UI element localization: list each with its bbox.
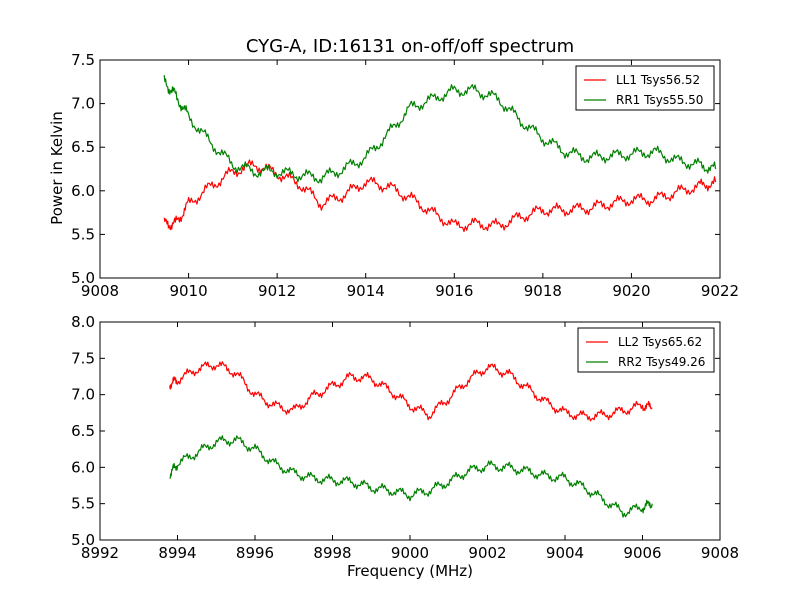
legend-entry: LL1 Tsys56.52 (616, 73, 700, 87)
x-tick-label: 9002 (468, 544, 506, 562)
x-tick-label: 9004 (546, 544, 584, 562)
x-tick-label: 9006 (623, 544, 661, 562)
plot-frame (99, 59, 721, 279)
x-tick-label: 9018 (524, 282, 562, 300)
series-line-2 (169, 435, 653, 518)
legend-entry: RR1 Tsys55.50 (616, 93, 703, 107)
y-axis-label: Power in Kelvin (48, 111, 66, 225)
x-tick-label: 9022 (701, 282, 739, 300)
y-tick-label: 7.5 (71, 51, 95, 69)
series-line-1 (169, 361, 653, 422)
series-line-2 (163, 75, 717, 184)
x-tick-label: 9008 (701, 544, 739, 562)
legend: LL1 Tsys56.52 RR1 Tsys55.50 (575, 65, 715, 111)
x-tick-label: 8996 (236, 544, 274, 562)
legend-box (577, 327, 715, 373)
chart-title: CYG-A, ID:16131 on-off/off spectrum (246, 36, 574, 57)
legend: LL2 Tsys65.62 RR2 Tsys49.26 (577, 327, 715, 373)
x-tick-label: 9012 (258, 282, 296, 300)
x-tick-label: 9016 (435, 282, 473, 300)
y-tick-label: 7.0 (71, 95, 95, 113)
y-tick-label: 5.0 (71, 269, 95, 287)
legend-box (575, 65, 715, 111)
bottom-panel: 8992 8994 8996 8998 9000 9002 9004 9006 9008 5.0 5… (71, 313, 739, 562)
y-tick-label: 5.0 (71, 531, 95, 549)
x-tick-label: 8998 (313, 544, 351, 562)
y-tick-label: 6.5 (71, 138, 95, 156)
top-panel: 9008 9010 9012 9014 9016 9018 9020 9022 5.0 5.5 6.… (71, 51, 739, 300)
legend-entry: RR2 Tsys49.26 (618, 355, 705, 369)
x-tick-label: 9014 (347, 282, 385, 300)
x-tick-label: 9020 (612, 282, 650, 300)
x-axis-label: Frequency (MHz) (347, 562, 473, 580)
y-tick-label: 8.0 (71, 313, 95, 331)
x-tick-label: 8992 (81, 544, 119, 562)
y-tick-label: 6.0 (71, 458, 95, 476)
y-tick-label: 7.0 (71, 386, 95, 404)
x-tick-label: 9010 (169, 282, 207, 300)
x-tick-label: 9000 (391, 544, 429, 562)
y-tick-label: 5.5 (71, 225, 95, 243)
y-tick-label: 7.5 (71, 349, 95, 367)
y-tick-label: 6.0 (71, 182, 95, 200)
series-line-1 (163, 159, 717, 233)
y-tick-label: 6.5 (71, 422, 95, 440)
x-tick-label: 9008 (81, 282, 119, 300)
x-tick-label: 8994 (158, 544, 196, 562)
legend-entry: LL2 Tsys65.62 (618, 335, 702, 349)
y-tick-label: 5.5 (71, 495, 95, 513)
